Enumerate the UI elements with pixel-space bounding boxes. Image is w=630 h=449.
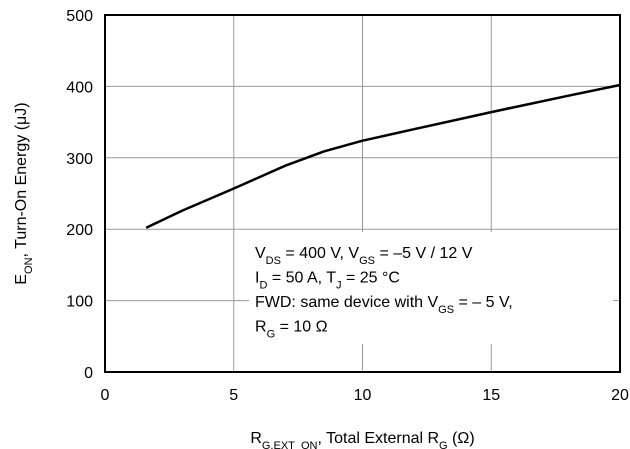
annotation-line: RG = 10 Ω [255,319,328,341]
y-tick-label: 300 [66,151,93,168]
y-tick-label: 0 [84,365,93,382]
x-tick-label: 0 [101,387,110,404]
grid [105,15,620,372]
x-axis-title: RG,EXT_ON, Total External RG (Ω) [250,430,474,449]
annotation-layer: VDS = 400 V, VGS = –5 V / 12 V ID = 50 A,… [255,245,513,341]
y-axis-title: EON, Turn-On Energy (μJ) [13,102,35,284]
x-tick-labels: 0 5 10 15 20 [101,387,629,404]
series-line [145,83,621,229]
annotation-line: ID = 50 A, TJ = 25 °C [255,270,400,292]
plot-frame [104,14,621,373]
annotation-line: VDS = 400 V, VGS = –5 V / 12 V [255,245,473,267]
y-tick-label: 100 [66,294,93,311]
y-tick-label: 400 [66,79,93,96]
x-tick-label: 15 [482,387,500,404]
x-tick-label: 20 [611,387,629,404]
annotation-line: FWD: same device with VGS = – 5 V, [255,294,513,316]
annotation-box [249,232,613,344]
x-tick-label: 5 [229,387,238,404]
y-tick-label: 500 [66,8,93,25]
y-tick-labels: 0 100 200 300 400 500 [66,8,93,382]
series-layer [145,83,621,229]
x-tick-label: 10 [354,387,372,404]
y-tick-label: 200 [66,222,93,239]
